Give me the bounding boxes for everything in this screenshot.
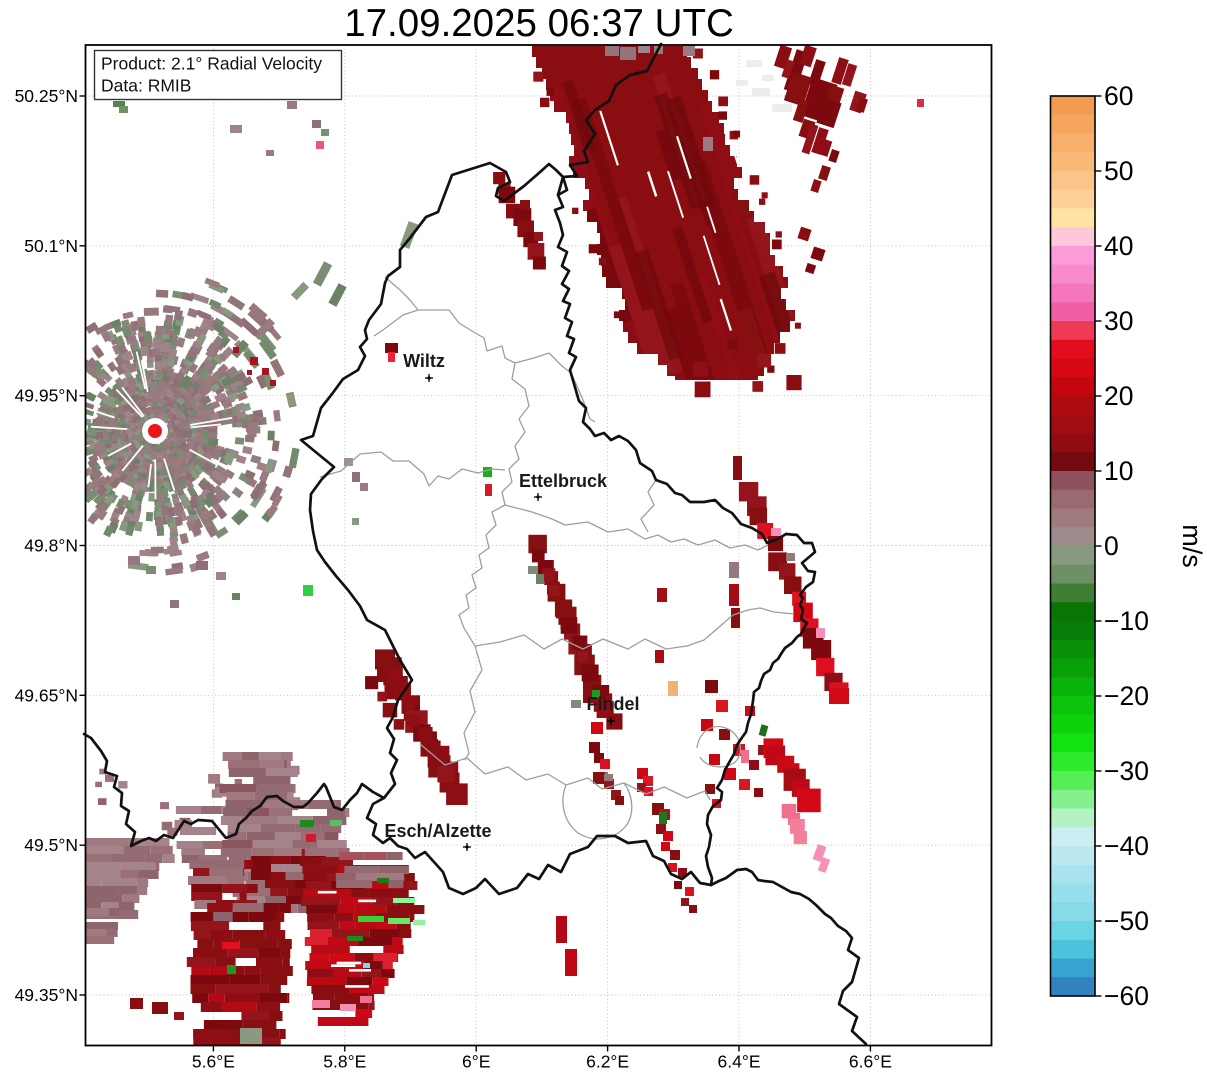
svg-text:−10: −10: [1104, 606, 1149, 636]
svg-text:−40: −40: [1104, 831, 1149, 861]
svg-text:Wiltz: Wiltz: [403, 351, 445, 371]
svg-text:50.25°N: 50.25°N: [15, 86, 78, 106]
svg-text:5.6°E: 5.6°E: [192, 1052, 235, 1072]
svg-text:Findel: Findel: [587, 694, 640, 714]
svg-text:49.65°N: 49.65°N: [15, 685, 78, 705]
svg-text:Esch/Alzette: Esch/Alzette: [384, 821, 491, 841]
svg-text:49.5°N: 49.5°N: [24, 835, 78, 855]
svg-text:−50: −50: [1104, 906, 1149, 936]
svg-text:−30: −30: [1104, 756, 1149, 786]
svg-text:6°E: 6°E: [462, 1052, 490, 1072]
svg-text:49.8°N: 49.8°N: [24, 536, 78, 556]
svg-text:6.4°E: 6.4°E: [718, 1052, 761, 1072]
svg-text:49.95°N: 49.95°N: [15, 386, 78, 406]
svg-text:50.1°N: 50.1°N: [24, 236, 78, 256]
svg-text:m/s: m/s: [1177, 524, 1207, 568]
svg-text:17.09.2025 06:37 UTC: 17.09.2025 06:37 UTC: [344, 2, 734, 45]
svg-text:Product: 2.1° Radial Velocity: Product: 2.1° Radial Velocity: [101, 54, 322, 74]
svg-text:6.6°E: 6.6°E: [849, 1052, 892, 1072]
svg-text:50: 50: [1104, 156, 1133, 186]
svg-text:60: 60: [1104, 81, 1133, 111]
svg-text:6.2°E: 6.2°E: [586, 1052, 629, 1072]
svg-text:30: 30: [1104, 306, 1133, 336]
svg-text:0: 0: [1104, 531, 1119, 561]
svg-text:10: 10: [1104, 456, 1133, 486]
svg-text:40: 40: [1104, 231, 1133, 261]
svg-text:5.8°E: 5.8°E: [323, 1052, 366, 1072]
svg-text:20: 20: [1104, 381, 1133, 411]
svg-text:49.35°N: 49.35°N: [15, 985, 78, 1005]
svg-text:Ettelbruck: Ettelbruck: [519, 471, 608, 491]
svg-text:Data: RMIB: Data: RMIB: [101, 76, 191, 96]
svg-text:−20: −20: [1104, 681, 1149, 711]
svg-text:−60: −60: [1104, 981, 1149, 1011]
